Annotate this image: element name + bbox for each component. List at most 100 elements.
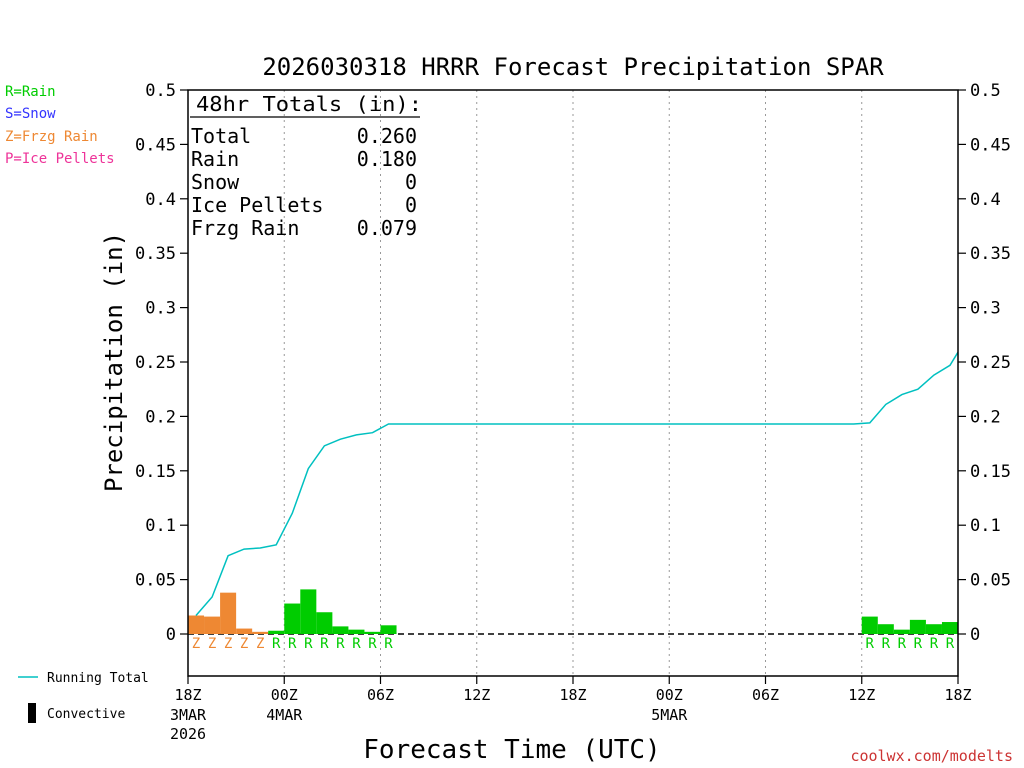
x-tick-label: 00Z <box>271 686 298 704</box>
totals-label: Ice Pellets <box>191 193 323 217</box>
precip-type-letter: R <box>320 636 329 652</box>
x-tick-date: 5MAR <box>651 706 688 724</box>
totals-value: 0 <box>405 193 417 217</box>
y-tick-label: 0.15 <box>135 462 176 482</box>
x-tick-label: 18Z <box>174 686 201 704</box>
precip-bar <box>909 619 926 634</box>
hourly-precip-bars <box>188 589 958 634</box>
x-tick-label: 06Z <box>752 686 779 704</box>
y-tick-label: 0.3 <box>145 299 176 319</box>
legend-freezing-rain: Z=Frzg Rain <box>5 129 98 145</box>
precip-bar <box>348 629 365 634</box>
precip-bar <box>332 626 349 634</box>
precip-type-letter: R <box>866 636 875 652</box>
totals-label: Snow <box>191 170 240 194</box>
precip-bar <box>252 631 269 634</box>
y-tick-label: 0.2 <box>145 407 176 427</box>
totals-label: Total <box>191 124 251 148</box>
y-tick-label: 0.25 <box>135 353 176 373</box>
y-tick-label: 0.35 <box>970 244 1011 264</box>
precip-type-letter: R <box>368 636 377 652</box>
y-tick-label: 0.45 <box>135 135 176 155</box>
convective-swatch <box>28 703 36 723</box>
y-axis-label: Precipitation (in) <box>100 232 128 492</box>
x-tick-label: 18Z <box>944 686 971 704</box>
precip-type-letter: R <box>946 636 955 652</box>
y-tick-label: 0.3 <box>970 299 1001 319</box>
y-tick-label: 0.2 <box>970 407 1001 427</box>
y-tick-label: 0.5 <box>970 81 1001 101</box>
y-tick-label: 0.1 <box>970 516 1001 536</box>
credit-text: coolwx.com/modelts <box>850 747 1013 765</box>
precip-bar <box>268 630 285 634</box>
x-tick-label: 06Z <box>367 686 394 704</box>
y-tick-label: 0.25 <box>970 353 1011 373</box>
y-tick-label: 0.4 <box>145 190 176 210</box>
type-legend: R=Rain S=Snow Z=Frzg Rain P=Ice Pellets <box>5 84 115 167</box>
precip-bar <box>877 624 894 634</box>
x-tick-year: 2026 <box>170 725 206 743</box>
precip-bar <box>364 631 381 634</box>
bottom-legend: Running Total Convective <box>18 671 149 723</box>
precip-type-letter: Z <box>208 636 216 652</box>
precip-bar <box>188 615 205 634</box>
legend-ice-pellets: P=Ice Pellets <box>5 151 115 167</box>
precip-type-letter: R <box>336 636 345 652</box>
totals-value: 0.180 <box>357 147 417 171</box>
totals-value: 0 <box>405 170 417 194</box>
precip-type-letter: R <box>352 636 361 652</box>
totals-label: Rain <box>191 147 239 171</box>
totals-box: 48hr Totals (in): Total 0.260 Rain 0.180… <box>190 92 422 240</box>
convective-label: Convective <box>47 707 125 722</box>
y-axis-right: 0 0.05 0.1 0.15 0.2 0.25 0.3 0.35 0.4 0.45 0.5 <box>958 81 1011 645</box>
precip-type-letter: Z <box>256 636 264 652</box>
precip-bar <box>220 592 237 634</box>
precip-bar <box>380 625 397 634</box>
vertical-gridlines <box>283 90 863 676</box>
precip-type-letter: R <box>882 636 891 652</box>
precip-type-letter: R <box>288 636 297 652</box>
precip-type-letter: R <box>898 636 907 652</box>
x-tick-label: 12Z <box>848 686 875 704</box>
x-tick-label: 12Z <box>463 686 490 704</box>
x-axis-label: Forecast Time (UTC) <box>363 735 660 765</box>
precip-type-letter: Z <box>224 636 232 652</box>
precip-bar <box>925 624 942 634</box>
chart-title: 2026030318 HRRR Forecast Precipitation S… <box>262 53 884 81</box>
precip-bar <box>316 612 333 634</box>
legend-rain: R=Rain <box>5 84 56 100</box>
totals-header: 48hr Totals (in): <box>196 92 422 116</box>
y-tick-label: 0 <box>970 625 980 645</box>
precip-bar <box>893 629 910 634</box>
x-tick-date: 4MAR <box>266 706 303 724</box>
precip-type-letter: R <box>304 636 313 652</box>
y-tick-label: 0.45 <box>970 135 1011 155</box>
totals-label: Frzg Rain <box>191 216 299 240</box>
x-tick-date: 3MAR <box>170 706 207 724</box>
y-tick-label: 0 <box>166 625 176 645</box>
running-total-line <box>195 351 959 616</box>
precip-bar <box>941 622 958 634</box>
totals-value: 0.079 <box>357 216 417 240</box>
x-tick-label: 00Z <box>656 686 683 704</box>
y-tick-label: 0.05 <box>135 571 176 591</box>
y-tick-label: 0.5 <box>145 81 176 101</box>
precip-type-letter: Z <box>192 636 200 652</box>
precip-bar <box>204 616 221 634</box>
running-total-label: Running Total <box>47 671 149 686</box>
precip-bar <box>236 628 253 634</box>
y-tick-label: 0.4 <box>970 190 1001 210</box>
legend-snow: S=Snow <box>5 106 56 122</box>
y-tick-label: 0.1 <box>145 516 176 536</box>
x-tick-label: 18Z <box>559 686 586 704</box>
precip-type-letter: R <box>272 636 281 652</box>
y-tick-label: 0.15 <box>970 462 1011 482</box>
y-tick-label: 0.05 <box>970 571 1011 591</box>
totals-value: 0.260 <box>357 124 417 148</box>
precip-type-letter: R <box>930 636 939 652</box>
precip-type-letter: Z <box>240 636 248 652</box>
precip-type-letter: R <box>914 636 923 652</box>
precip-type-letter: R <box>384 636 393 652</box>
y-axis-left: 0 0.05 0.1 0.15 0.2 0.25 0.3 0.35 0.4 0.45 0.5 <box>135 81 188 645</box>
